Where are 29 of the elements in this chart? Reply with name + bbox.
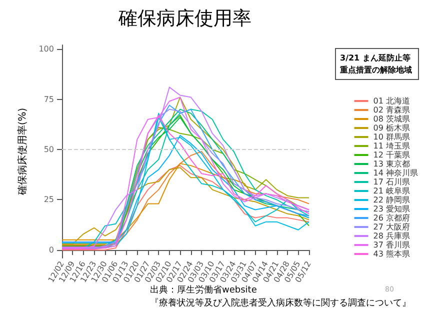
legend-label: 28 兵庫県 [373, 232, 410, 240]
legend-label: 22 静岡県 [373, 196, 410, 204]
line-series [62, 151, 310, 246]
y-tick-label: 50 [44, 144, 54, 154]
y-tick-label: 75 [44, 94, 54, 104]
text: 『療養状況等及び入院患者受入病床数等に関する調査について』 [150, 298, 411, 308]
legend-label: 10 群馬県 [373, 132, 410, 142]
source-note: 出典：厚生労働省website [150, 284, 258, 296]
y-tick-label: 25 [44, 195, 54, 204]
legend-label: 17 石川県 [373, 178, 410, 186]
legend-label: 13 東京都 [373, 160, 410, 168]
legend-label: 08 茨城県 [373, 114, 410, 124]
y-axis-title: 確保病床使用率(%) [16, 108, 28, 196]
legend-label: 43 熊本県 [373, 250, 410, 258]
legend-label: 01 北海道 [373, 96, 410, 106]
y-tick-label: 0 [48, 245, 54, 254]
legend-label: 26 京都府 [373, 214, 410, 222]
legend-label: 23 愛知県 [373, 204, 410, 214]
legend-label: 12 千葉県 [373, 150, 410, 160]
legend-label: 09 栃木県 [373, 124, 410, 132]
legend-label: 27 大阪府 [373, 222, 410, 232]
legend-label: 11 埼玉県 [373, 142, 410, 150]
legend-label: 14 神奈川県 [373, 168, 418, 178]
legend-label: 02 青森県 [373, 106, 410, 114]
legend-label: 21 岐阜県 [373, 186, 410, 196]
legend-label: 37 香川県 [373, 240, 410, 250]
legend-title: 3/21 まん延防止等重点措置の解除地域 [339, 54, 412, 74]
y-tick-label: 100 [38, 44, 54, 54]
chart-title: 確保病床使用率 [118, 8, 252, 30]
